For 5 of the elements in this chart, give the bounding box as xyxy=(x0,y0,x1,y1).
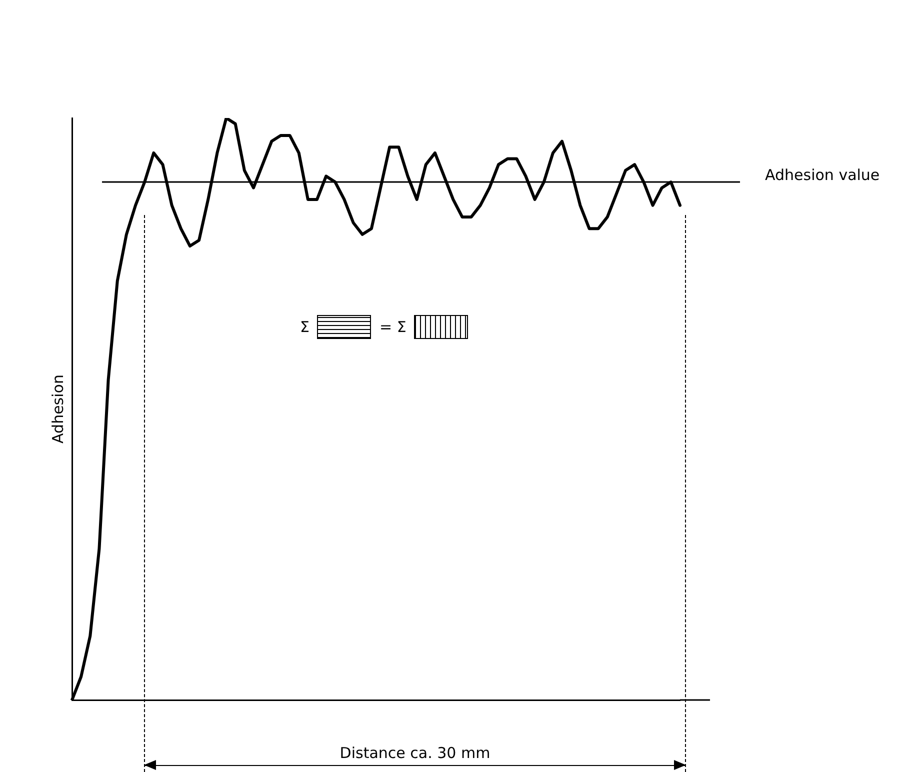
annotation: = Σ xyxy=(379,318,406,336)
y-axis-title: Adhesion xyxy=(48,374,67,444)
text: Distance ca. 30 mm xyxy=(338,744,492,762)
annotation: Σ xyxy=(300,318,310,336)
ref-line-label: Adhesion value xyxy=(765,166,880,184)
